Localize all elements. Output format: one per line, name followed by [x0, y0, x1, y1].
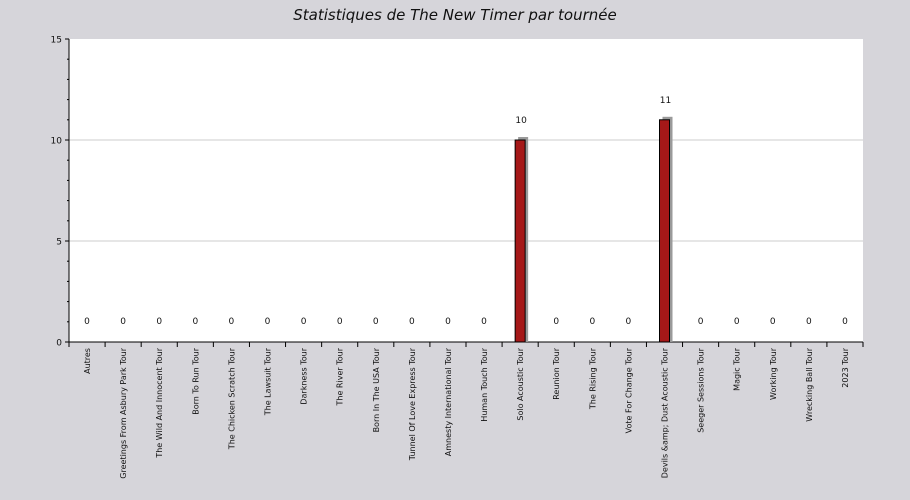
data-label: 0 [626, 317, 632, 327]
x-tick-label: Devils &amp; Dust Acoustic Tour [661, 347, 670, 478]
data-label: 0 [698, 317, 704, 327]
y-tick-label: 5 [56, 238, 62, 248]
bars [514, 116, 673, 343]
x-tick-label: The Wild And Innocent Tour [155, 347, 164, 458]
data-label: 11 [660, 96, 671, 106]
plot-area [69, 39, 863, 342]
x-tick-label: Vote For Change Tour [624, 347, 633, 433]
x-tick-label: Darkness Tour [300, 347, 309, 404]
x-tick-label: Human Touch Tour [480, 347, 489, 421]
data-label: 0 [337, 317, 343, 327]
y-axis: 0 5 10 15 [51, 36, 70, 349]
data-label: 0 [409, 317, 415, 327]
data-label: 0 [445, 317, 451, 327]
x-tick-label: Greetings From Asbury Park Tour [119, 347, 128, 478]
data-label: 0 [373, 317, 379, 327]
x-tick-label: Born In The USA Tour [372, 347, 381, 432]
data-label: 0 [589, 317, 595, 327]
data-label: 0 [842, 317, 848, 327]
data-label: 0 [229, 317, 235, 327]
chart-title: Statistiques de The New Timer par tourné… [293, 6, 617, 24]
x-tick-label: Tunnel Of Love Express Tour [408, 347, 417, 461]
data-label: 10 [515, 116, 527, 126]
x-tick-label: Born To Run Tour [191, 347, 200, 414]
y-tick-label: 15 [51, 36, 62, 46]
x-tick-label: The Lawsuit Tour [264, 347, 273, 416]
x-tick-label: Amnesty International Tour [444, 347, 453, 456]
data-label: 0 [806, 317, 812, 327]
x-tick-label: The Chicken Scratch Tour [227, 347, 236, 450]
x-tick-label: Working Tour [769, 347, 778, 400]
data-label: 0 [84, 317, 90, 327]
x-tick-label: Autres [83, 348, 92, 374]
data-label: 0 [156, 317, 162, 327]
x-tick-label: 2023 Tour [841, 347, 850, 387]
data-label: 0 [192, 317, 198, 327]
x-tick-label: The River Tour [336, 347, 345, 406]
data-label: 0 [301, 317, 307, 327]
bar [659, 119, 670, 343]
y-tick-label: 10 [51, 137, 63, 147]
y-tick-label: 0 [56, 339, 62, 349]
bar [514, 139, 526, 343]
data-labels: 0 0 0 0 0 0 0 0 0 0 0 0 10 0 0 0 11 0 0 0 0 0 [84, 96, 848, 327]
data-label: 0 [120, 317, 126, 327]
grid-lines [69, 139, 863, 242]
x-tick-label: Seeger Sessions Tour [697, 347, 706, 432]
data-label: 0 [481, 317, 487, 327]
x-tick-label: Solo Acoustic Tour [516, 347, 525, 420]
data-label: 0 [770, 317, 776, 327]
x-axis: Autres Greetings From Asbury Park Tour The… [68, 341, 864, 479]
x-tick-label: Reunion Tour [552, 347, 561, 399]
x-tick-label: Magic Tour [733, 347, 742, 391]
x-tick-label: The Rising Tour [588, 347, 597, 410]
x-tick-label: Wrecking Ball Tour [805, 347, 814, 421]
data-label: 0 [553, 317, 559, 327]
data-label: 0 [734, 317, 740, 327]
data-label: 0 [265, 317, 271, 327]
